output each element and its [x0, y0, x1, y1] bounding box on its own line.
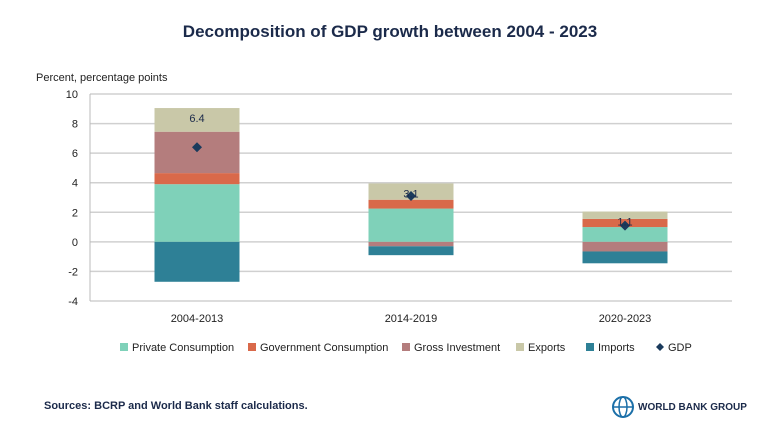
- gdp-data-label: 3.1: [403, 188, 418, 200]
- bar-segment-exports: [154, 108, 240, 132]
- gdp-marker: [620, 220, 630, 231]
- logo-text: WORLD BANK GROUP: [638, 401, 747, 413]
- gdp-marker: [406, 191, 416, 202]
- y-tick-label: 6: [72, 148, 78, 160]
- y-tick-label: 0: [72, 237, 78, 249]
- x-tick-label: 2004-2013: [171, 313, 224, 325]
- legend-swatch: [586, 343, 594, 351]
- legend-label: GDP: [668, 342, 692, 354]
- globe-icon: [612, 396, 634, 418]
- bar-segment-government-consumption: [368, 199, 454, 209]
- bar-segment-government-consumption: [154, 173, 240, 185]
- bar-segment-imports: [368, 246, 454, 256]
- bar-segment-gross-investment: [154, 131, 240, 174]
- chart-title: Decomposition of GDP growth between 2004…: [182, 22, 598, 41]
- y-axis-label: Percent, percentage points: [36, 72, 168, 84]
- legend-label: Gross Investment: [414, 342, 500, 354]
- y-tick-label: 4: [72, 178, 78, 190]
- legend-label: Private Consumption: [132, 342, 234, 354]
- y-tick-label: 2: [72, 207, 78, 219]
- legend-swatch: [516, 343, 524, 351]
- bar-segment-gross-investment: [368, 241, 454, 247]
- bar-segment-private-consumption: [154, 184, 240, 242]
- bar-segment-private-consumption: [582, 227, 668, 242]
- legend-swatch: [248, 343, 256, 351]
- gdp-marker: [192, 142, 202, 153]
- gdp-data-label: 6.4: [189, 113, 204, 125]
- x-tick-label: 2014-2019: [385, 313, 438, 325]
- legend-marker: [656, 343, 664, 351]
- x-tick-label: 2020-2023: [599, 313, 652, 325]
- bar-segment-private-consumption: [368, 208, 454, 242]
- legend-label: Imports: [598, 342, 635, 354]
- y-tick-label: -2: [68, 266, 78, 278]
- chart-svg: -4 -2 0 2 4 6 8 10 6.4 2004-2013 3.1 2014-2019 1.1 20…: [66, 89, 732, 354]
- bar-segment-imports: [582, 251, 668, 264]
- gdp-data-label: 1.1: [617, 217, 632, 229]
- legend-swatch: [402, 343, 410, 351]
- bar-segment-imports: [154, 241, 240, 282]
- y-tick-label: 10: [66, 89, 78, 101]
- y-tick-label: -4: [68, 296, 78, 308]
- bar-segment-exports: [582, 211, 668, 219]
- legend-label: Exports: [528, 342, 566, 354]
- legend-swatch: [120, 343, 128, 351]
- bar-segment-gross-investment: [582, 241, 668, 252]
- world-bank-logo: WORLD BANK GROUP: [612, 396, 747, 418]
- source-note: Sources: BCRP and World Bank staff calcu…: [44, 400, 308, 412]
- legend-label: Government Consumption: [260, 342, 388, 354]
- y-tick-label: 8: [72, 119, 78, 131]
